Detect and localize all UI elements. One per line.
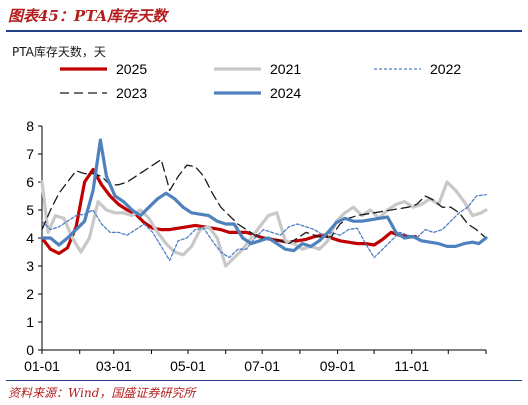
y-tick-label: 6 — [26, 174, 34, 190]
x-tick-label: 05-01 — [170, 358, 206, 374]
x-tick-label: 11-01 — [394, 358, 429, 374]
x-tick-label: 07-01 — [244, 358, 280, 374]
y-tick-label: 8 — [26, 118, 34, 134]
legend: 2025 2021 2022 2023 2024 — [60, 61, 461, 101]
y-tick-label: 5 — [26, 202, 34, 218]
plot-area — [40, 138, 488, 268]
legend-label-2024: 2024 — [270, 85, 301, 101]
figure-title: 图表45：PTA库存天数 — [8, 7, 168, 25]
legend-label-2021: 2021 — [270, 61, 301, 77]
legend-label-2022: 2022 — [430, 61, 461, 77]
series-line-2021 — [40, 180, 488, 268]
legend-label-2025: 2025 — [116, 61, 147, 77]
source-note: 资料来源：Wind，国盛证券研究所 — [8, 386, 196, 400]
x-tick-label: 09-01 — [320, 358, 356, 374]
y-tick-label: 4 — [26, 230, 34, 246]
y-tick-label: 1 — [26, 314, 34, 330]
y-tick-label: 3 — [26, 258, 34, 274]
legend-label-2023: 2023 — [116, 85, 147, 101]
y-tick-label: 2 — [26, 286, 34, 302]
source-rule — [6, 380, 522, 381]
y-tick-label: 0 — [26, 342, 34, 358]
series-line-2025 — [40, 167, 417, 255]
x-axis: 01-01 03-01 05-01 07-01 09-01 11-01 — [24, 349, 487, 374]
series-line-2024 — [40, 138, 488, 253]
y-tick-label: 7 — [26, 146, 34, 162]
title-rule — [6, 30, 522, 32]
x-tick-label: 01-01 — [24, 358, 60, 374]
y-axis-unit-label: PTA库存天数，天 — [12, 44, 106, 59]
x-tick-label: 03-01 — [96, 358, 132, 374]
y-axis: 0 1 2 3 4 5 6 7 8 — [26, 118, 43, 358]
